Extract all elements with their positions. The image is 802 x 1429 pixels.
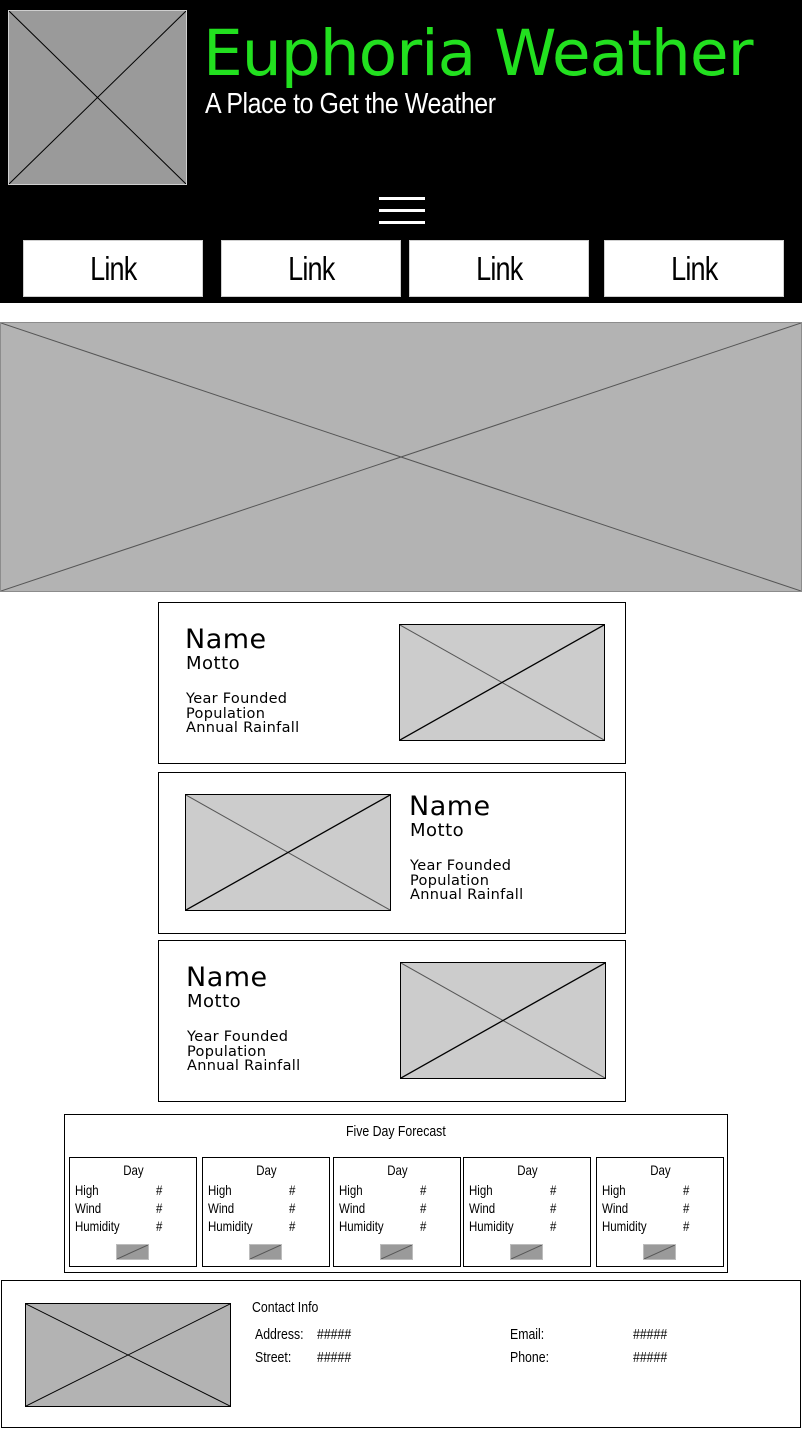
city-name: Name	[185, 624, 267, 655]
wind-value: #	[289, 1200, 296, 1216]
nav-link-1[interactable]: Link	[23, 240, 203, 297]
city-card: Name Motto Year Founded Population Annua…	[158, 772, 626, 934]
humidity-value: #	[156, 1218, 163, 1234]
wind-value: #	[156, 1200, 163, 1216]
forecast-day-label: Day	[649, 1162, 671, 1178]
forecast-day-label: Day	[122, 1162, 144, 1178]
high-label: High	[208, 1182, 232, 1198]
city-year-founded: Year Founded	[187, 1029, 289, 1045]
wind-label: Wind	[208, 1200, 235, 1216]
humidity-label: Humidity	[469, 1218, 514, 1234]
street-value: #####	[317, 1349, 352, 1366]
high-label: High	[602, 1182, 626, 1198]
forecast-day-label: Day	[255, 1162, 277, 1178]
humidity-label: Humidity	[208, 1218, 253, 1234]
forecast-day-card: Day High # Wind # Humidity #	[463, 1157, 591, 1267]
city-year-founded: Year Founded	[186, 691, 288, 707]
city-annual-rainfall: Annual Rainfall	[410, 887, 524, 903]
city-annual-rainfall: Annual Rainfall	[186, 720, 300, 736]
city-motto: Motto	[186, 653, 241, 674]
city-population: Population	[187, 1044, 267, 1060]
high-label: High	[75, 1182, 99, 1198]
humidity-value: #	[420, 1218, 427, 1234]
high-value: #	[420, 1182, 427, 1198]
forecast-day-card: Day High # Wind # Humidity #	[202, 1157, 330, 1267]
hero-image-placeholder-icon	[0, 322, 802, 592]
phone-value: #####	[633, 1349, 668, 1366]
city-card: Name Motto Year Founded Population Annua…	[158, 940, 626, 1102]
wind-label: Wind	[602, 1200, 629, 1216]
forecast-title: Five Day Forecast	[346, 1123, 446, 1140]
high-value: #	[156, 1182, 163, 1198]
weather-icon	[116, 1244, 149, 1260]
weather-icon	[249, 1244, 282, 1260]
wind-label: Wind	[469, 1200, 496, 1216]
city-name: Name	[409, 791, 491, 822]
city-image-placeholder-icon	[400, 962, 606, 1079]
city-image-placeholder-icon	[185, 794, 391, 911]
high-value: #	[550, 1182, 557, 1198]
wind-value: #	[420, 1200, 427, 1216]
city-population: Population	[186, 706, 266, 722]
humidity-value: #	[550, 1218, 557, 1234]
footer-image-placeholder-icon	[25, 1303, 231, 1407]
high-label: High	[339, 1182, 363, 1198]
wind-value: #	[683, 1200, 690, 1216]
wind-value: #	[550, 1200, 557, 1216]
street-label: Street:	[255, 1349, 292, 1366]
city-year-founded: Year Founded	[410, 858, 512, 874]
forecast-day-label: Day	[516, 1162, 538, 1178]
email-label: Email:	[510, 1326, 545, 1343]
humidity-value: #	[683, 1218, 690, 1234]
logo-image-placeholder-icon[interactable]	[8, 10, 187, 185]
city-image-placeholder-icon	[399, 624, 605, 741]
site-header: Euphoria Weather A Place to Get the Weat…	[0, 0, 802, 303]
address-value: #####	[317, 1326, 352, 1343]
forecast-day-label: Day	[386, 1162, 408, 1178]
nav-link-4[interactable]: Link	[604, 240, 784, 297]
city-annual-rainfall: Annual Rainfall	[187, 1058, 301, 1074]
hamburger-menu-icon[interactable]	[379, 197, 425, 229]
phone-label: Phone:	[510, 1349, 549, 1366]
high-value: #	[683, 1182, 690, 1198]
humidity-value: #	[289, 1218, 296, 1234]
wind-label: Wind	[339, 1200, 366, 1216]
contact-info-title: Contact Info	[252, 1299, 319, 1316]
city-card: Name Motto Year Founded Population Annua…	[158, 602, 626, 764]
email-value: #####	[633, 1326, 668, 1343]
high-label: High	[469, 1182, 493, 1198]
forecast-day-card: Day High # Wind # Humidity #	[596, 1157, 724, 1267]
nav-link-2[interactable]: Link	[221, 240, 401, 297]
forecast-day-card: Day High # Wind # Humidity #	[69, 1157, 197, 1267]
weather-icon	[510, 1244, 543, 1260]
high-value: #	[289, 1182, 296, 1198]
humidity-label: Humidity	[602, 1218, 647, 1234]
contact-footer: Contact Info Address: ##### Street: ####…	[1, 1280, 801, 1428]
city-name: Name	[186, 962, 268, 993]
nav-link-3[interactable]: Link	[409, 240, 589, 297]
weather-icon	[643, 1244, 676, 1260]
humidity-label: Humidity	[75, 1218, 120, 1234]
forecast-day-card: Day High # Wind # Humidity #	[333, 1157, 461, 1267]
five-day-forecast: Five Day Forecast Day High # Wind # Humi…	[64, 1114, 728, 1273]
city-motto: Motto	[187, 991, 242, 1012]
site-subtitle: A Place to Get the Weather	[205, 88, 496, 120]
site-title: Euphoria Weather	[203, 17, 753, 90]
city-population: Population	[410, 873, 490, 889]
city-motto: Motto	[410, 820, 465, 841]
humidity-label: Humidity	[339, 1218, 384, 1234]
address-label: Address:	[255, 1326, 304, 1343]
weather-icon	[380, 1244, 413, 1260]
wind-label: Wind	[75, 1200, 102, 1216]
